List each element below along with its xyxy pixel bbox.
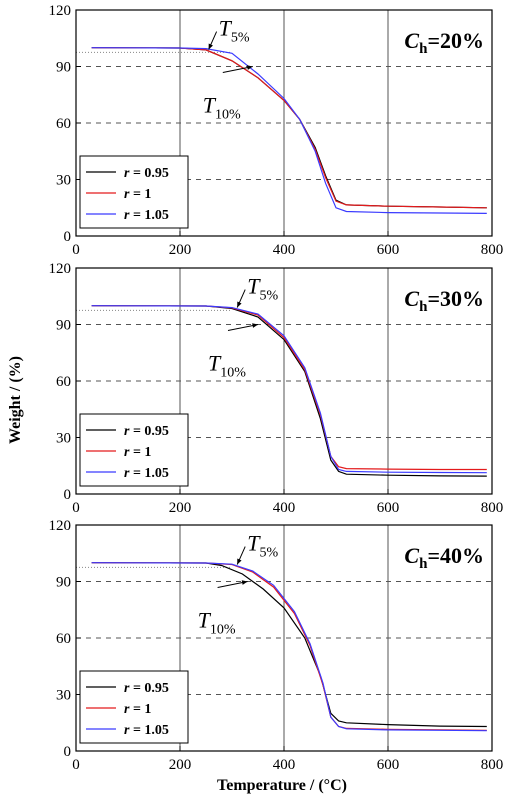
- y-tick-label: 60: [56, 116, 71, 132]
- panel-label: Ch=20%: [404, 28, 484, 57]
- y-tick-label: 90: [56, 60, 71, 76]
- x-axis-title: Temperature / (°C): [217, 777, 347, 794]
- legend-entry: r = 0.95: [124, 681, 169, 696]
- annotation-arrowhead: [208, 43, 213, 50]
- legend-box: [79, 413, 189, 487]
- legend-box: [79, 155, 189, 229]
- series-line-1: [91, 562, 487, 728]
- series-line-3: [91, 305, 487, 474]
- legend-entry: r = 1: [124, 702, 151, 717]
- y-tick-label: 30: [56, 688, 71, 704]
- annotation-label: T5%: [247, 274, 278, 304]
- x-tick-label: 800: [481, 757, 504, 773]
- y-tick-label: 120: [49, 3, 72, 19]
- legend-entry: r = 1.05: [124, 723, 169, 738]
- panel-label: Ch=30%: [404, 286, 484, 315]
- x-tick-label: 200: [169, 500, 192, 516]
- legend-entry: r = 1: [124, 187, 151, 202]
- annotation-arrowhead: [237, 558, 242, 565]
- annotation-arrowhead: [241, 580, 248, 585]
- annotation-label: T5%: [219, 16, 250, 46]
- x-tick-label: 0: [72, 757, 80, 773]
- x-tick-label: 400: [273, 500, 296, 516]
- legend-entry: r = 1.05: [124, 208, 169, 223]
- x-tick-label: 0: [72, 242, 80, 258]
- x-tick-label: 600: [377, 242, 400, 258]
- annotation-arrowhead: [246, 65, 253, 70]
- x-tick-label: 800: [481, 500, 504, 516]
- legend-entry: r = 1.05: [124, 466, 169, 481]
- annotation-label: T10%: [208, 351, 246, 381]
- y-tick-label: 0: [64, 229, 72, 245]
- series-line-3: [91, 562, 487, 732]
- x-tick-label: 600: [377, 500, 400, 516]
- chart-panel-2: 0 200 400 600 800 0 30 60 90 120 Ch=30% T5% T10% r = …: [49, 261, 504, 516]
- x-tick-label: 200: [169, 757, 192, 773]
- y-tick-label: 90: [56, 575, 71, 591]
- annotation-arrowhead: [237, 301, 242, 308]
- annotation-label: T10%: [203, 93, 241, 123]
- legend-entry: r = 1: [124, 445, 151, 460]
- y-tick-label: 60: [56, 631, 71, 647]
- x-tick-label: 400: [273, 242, 296, 258]
- x-tick-label: 0: [72, 500, 80, 516]
- annotation-label: T10%: [198, 608, 236, 638]
- x-tick-label: 400: [273, 757, 296, 773]
- panel-label: Ch=40%: [404, 543, 484, 572]
- y-axis-title: Weight / (%): [7, 356, 24, 444]
- legend-entry: r = 0.95: [124, 166, 169, 181]
- x-tick-label: 600: [377, 757, 400, 773]
- y-tick-label: 120: [49, 261, 72, 277]
- y-tick-label: 90: [56, 318, 71, 334]
- annotation-label: T5%: [247, 531, 278, 561]
- y-tick-label: 0: [64, 744, 72, 760]
- y-tick-label: 60: [56, 374, 71, 390]
- legend-entry: r = 0.95: [124, 424, 169, 439]
- y-tick-label: 0: [64, 487, 72, 503]
- series-line-3: [91, 47, 487, 214]
- chart-panel-1: 0 200 400 600 800 0 30 60 90 120 Ch=20% T5% T10% r = …: [49, 3, 504, 258]
- y-tick-label: 120: [49, 518, 72, 534]
- x-tick-label: 800: [481, 242, 504, 258]
- x-tick-label: 200: [169, 242, 192, 258]
- chart-panel-3: 0 200 400 600 800 0 30 60 90 120 Ch=40% T5% T10% r = …: [49, 518, 504, 773]
- annotation-arrowhead: [252, 323, 258, 328]
- y-tick-label: 30: [56, 173, 71, 189]
- legend-box: [79, 670, 189, 744]
- y-tick-label: 30: [56, 431, 71, 447]
